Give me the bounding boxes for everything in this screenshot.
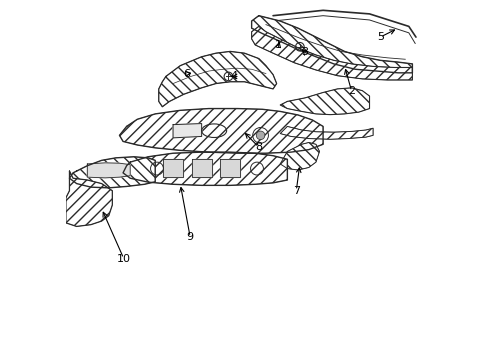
Polygon shape (123, 152, 287, 185)
Circle shape (256, 131, 264, 140)
Polygon shape (220, 159, 240, 177)
Text: 7: 7 (292, 186, 299, 196)
Text: 8: 8 (255, 142, 262, 152)
Text: 2: 2 (347, 86, 354, 96)
Polygon shape (87, 163, 130, 178)
Polygon shape (159, 51, 276, 107)
Polygon shape (280, 88, 369, 114)
Text: 9: 9 (186, 232, 193, 242)
Polygon shape (163, 159, 183, 177)
Polygon shape (280, 143, 319, 170)
Text: 10: 10 (117, 253, 130, 264)
Polygon shape (251, 16, 411, 73)
Text: 4: 4 (230, 71, 238, 81)
Polygon shape (66, 171, 112, 226)
Polygon shape (280, 126, 372, 139)
Text: 5: 5 (376, 32, 383, 42)
Polygon shape (191, 159, 211, 177)
Polygon shape (69, 157, 155, 188)
Polygon shape (119, 109, 323, 153)
Text: 1: 1 (275, 40, 282, 50)
Text: 3: 3 (301, 47, 307, 57)
Polygon shape (173, 123, 201, 138)
Text: 6: 6 (183, 68, 190, 78)
Polygon shape (251, 26, 411, 80)
